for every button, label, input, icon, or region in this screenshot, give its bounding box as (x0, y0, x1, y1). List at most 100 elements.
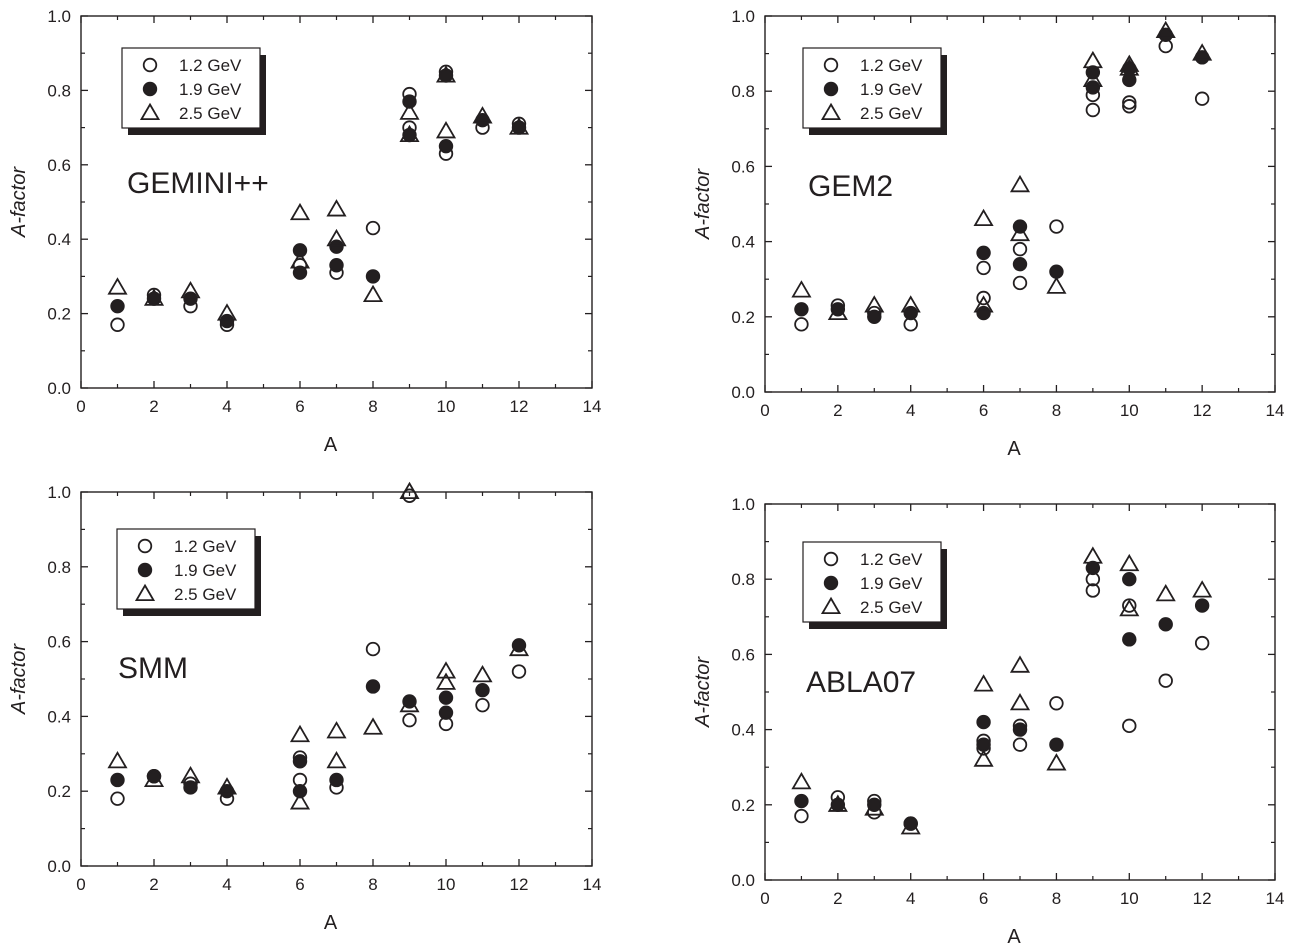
data-point (289, 792, 311, 810)
legend-label: 2.5 GeV (860, 598, 923, 617)
data-point (216, 303, 238, 321)
y-tick-label: 0.6 (731, 157, 755, 176)
legend-marker (137, 538, 153, 554)
y-tick-label: 1.0 (47, 7, 71, 26)
legend-marker (137, 562, 153, 578)
data-point (1194, 635, 1210, 651)
x-tick-label: 6 (979, 889, 988, 908)
data-point (1049, 737, 1064, 752)
x-tick-label: 6 (295, 397, 304, 416)
legend-label: 1.2 GeV (860, 550, 923, 569)
series-2-5-gev (791, 546, 1213, 835)
data-point (1122, 95, 1137, 110)
data-point (219, 313, 235, 329)
data-point (435, 65, 457, 83)
data-point (794, 793, 809, 809)
legend-marker (823, 551, 839, 567)
y-tick-label: 0.2 (731, 308, 755, 327)
data-point (1009, 174, 1031, 193)
x-tick-label: 14 (583, 875, 602, 894)
data-point (110, 298, 125, 314)
data-point (511, 664, 527, 679)
legend: 1.2 GeV 1.9 GeV 2.5 GeV (121, 47, 266, 135)
y-tick-label: 0.0 (731, 871, 755, 890)
data-point (1122, 72, 1137, 88)
data-point (402, 94, 417, 109)
x-tick-label: 0 (76, 397, 85, 416)
x-tick-label: 2 (149, 875, 158, 894)
x-tick-label: 4 (906, 889, 915, 908)
data-point (1085, 102, 1101, 118)
data-point (435, 121, 457, 139)
x-tick-label: 14 (1266, 401, 1285, 420)
data-point (976, 260, 991, 276)
y-tick-label: 0.0 (47, 379, 71, 398)
data-point (399, 102, 420, 120)
y-tick-label: 0.0 (47, 857, 71, 876)
data-point (329, 772, 344, 788)
data-point (180, 765, 201, 784)
y-tick-label: 0.4 (47, 230, 71, 249)
x-tick-label: 10 (437, 397, 456, 416)
data-point (864, 295, 885, 313)
y-tick-label: 0.6 (731, 645, 755, 664)
x-tick-label: 0 (76, 875, 85, 894)
data-point (475, 683, 490, 698)
data-point (1192, 43, 1213, 61)
legend: 1.2 GeV 1.9 GeV 2.5 GeV (116, 528, 261, 616)
data-point (472, 664, 493, 683)
data-point (183, 291, 198, 306)
data-point (1122, 99, 1137, 114)
legend-marker (823, 57, 839, 73)
x-axis-label: A (324, 434, 338, 456)
x-tick-label: 6 (295, 875, 304, 894)
y-tick-label: 0.6 (47, 633, 71, 652)
data-point (1194, 91, 1210, 106)
data-point (399, 694, 420, 713)
legend: 1.2 GeV 1.9 GeV 2.5 GeV (802, 47, 947, 135)
legend-label: 2.5 GeV (179, 104, 242, 123)
data-point (107, 277, 128, 295)
model-label: ABLA07 (806, 666, 916, 699)
data-point (1012, 256, 1028, 272)
y-tick-label: 1.0 (47, 483, 71, 502)
y-tick-label: 0.2 (47, 305, 71, 324)
data-point (289, 724, 311, 743)
legend-label: 1.9 GeV (179, 80, 242, 99)
data-point (1119, 58, 1140, 76)
x-tick-label: 2 (833, 889, 842, 908)
data-point (1119, 553, 1140, 572)
data-point (326, 721, 347, 739)
data-point (1194, 598, 1210, 613)
x-tick-label: 4 (906, 401, 915, 420)
model-label: GEM2 (808, 170, 893, 203)
y-tick-label: 0.8 (731, 570, 755, 589)
data-point (976, 290, 991, 306)
data-point (791, 771, 812, 790)
data-point (435, 672, 457, 690)
data-point (326, 228, 347, 247)
x-tick-label: 6 (979, 401, 988, 420)
data-point (1082, 69, 1103, 87)
series-1-9-gev (110, 638, 527, 799)
data-point (508, 117, 530, 135)
y-axis-label: A-factor (692, 168, 714, 240)
x-tick-label: 2 (149, 397, 158, 416)
data-point (1119, 598, 1140, 617)
x-tick-label: 12 (1193, 889, 1212, 908)
legend-marker (134, 583, 156, 602)
data-point (216, 777, 238, 795)
x-tick-label: 8 (1052, 889, 1061, 908)
legend-label: 1.9 GeV (174, 561, 237, 580)
data-point (1049, 219, 1064, 234)
x-tick-label: 0 (760, 401, 769, 420)
data-point (1009, 655, 1031, 673)
model-label: GEMINI++ (127, 167, 269, 200)
x-axis-label: A (324, 912, 338, 934)
data-point (827, 794, 848, 812)
x-tick-label: 8 (1052, 401, 1061, 420)
data-point (976, 737, 991, 752)
y-tick-label: 1.0 (731, 7, 755, 26)
x-tick-label: 10 (437, 875, 456, 894)
x-tick-label: 12 (510, 397, 529, 416)
